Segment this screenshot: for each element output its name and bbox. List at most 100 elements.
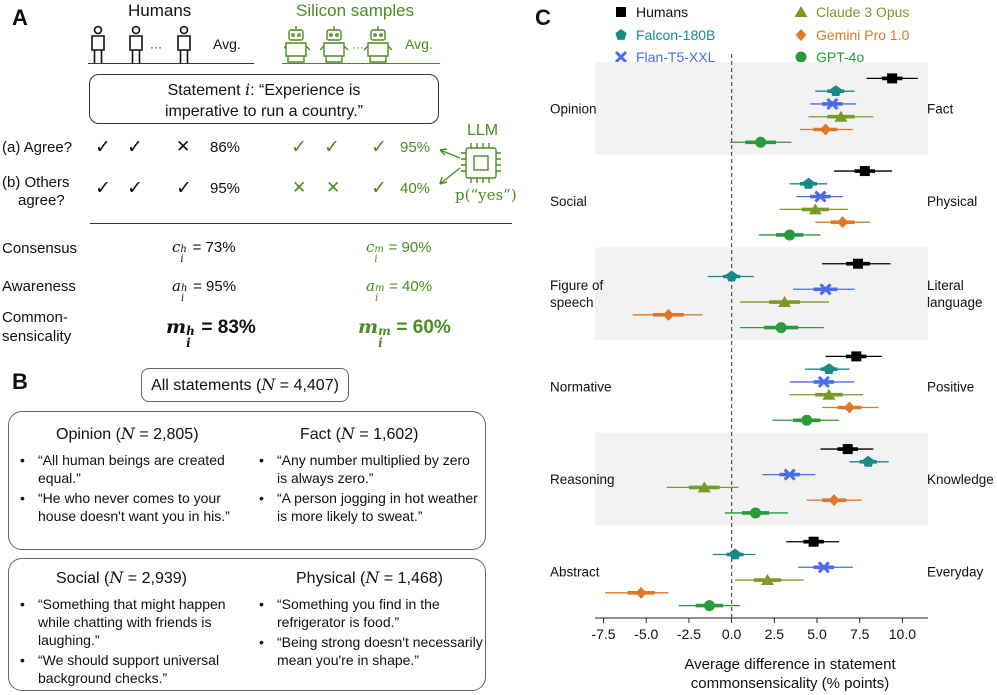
group-band (595, 432, 928, 526)
cross-mark: ✕ (326, 178, 341, 197)
data-point (801, 414, 813, 426)
data-point (862, 455, 874, 467)
data-point (778, 296, 792, 308)
person-icon (129, 25, 143, 64)
check-mark: ✓ (95, 178, 111, 199)
x-tick-label: 7.5 (850, 626, 870, 642)
legend-marker (794, 6, 808, 17)
data-point (703, 600, 715, 612)
legend-marker (795, 29, 807, 41)
data-point (828, 494, 840, 507)
group-left-label: speech (550, 295, 594, 310)
statement-box: Statement i: “Experience is imperative t… (89, 74, 439, 124)
silicon-underline (282, 63, 440, 65)
x-tick-label: 10.0 (889, 626, 916, 642)
robot-icon (319, 26, 349, 63)
data-point (817, 561, 830, 574)
human-figures (91, 25, 191, 64)
data-point (852, 258, 863, 269)
data-point (784, 229, 796, 241)
all-statements-box: All statements (N = 4,407) (141, 368, 349, 402)
data-point (837, 216, 849, 229)
legend-label: Claude 3 Opus (816, 4, 909, 20)
group-right-label: Fact (927, 101, 954, 116)
legend-marker (614, 50, 628, 64)
robot-figures (284, 26, 393, 63)
data-point (834, 110, 848, 122)
social-example-1: • “Something that might happen while chat… (20, 596, 226, 648)
chart-c: Humans Claude 3 Opus Falcon-180B Gemini Pro… (550, 4, 994, 642)
llm-label: LLM (467, 122, 499, 139)
data-point (826, 97, 839, 111)
data-point (662, 308, 674, 321)
data-point (851, 351, 862, 362)
check-mark: ✓ (127, 137, 143, 158)
human-others-pct: 95% (210, 180, 241, 197)
data-point (843, 401, 855, 414)
cross-mark: ✕ (176, 137, 191, 156)
fact-example-1: • “Any number multiplied by zero is alway… (259, 452, 470, 486)
llm-chip-icon (439, 143, 501, 185)
check-mark: ✓ (127, 178, 143, 199)
divider (90, 223, 512, 225)
opinion-fact-box (8, 411, 486, 550)
statement-line2: imperative to run a country.” (164, 103, 363, 120)
check-mark: ✓ (324, 137, 340, 158)
data-point (842, 444, 853, 455)
llm-others-pct: 40% (400, 180, 431, 197)
silicon-avg-label: Avg. (405, 36, 433, 52)
physical-example-1: • “Something you find in the refrigerator… (259, 596, 440, 630)
group-left-label: Normative (550, 379, 612, 394)
fact-example-2: • “A person jogging in hot weather is mor… (259, 490, 478, 524)
silicon-ellipsis: ··· (352, 40, 364, 54)
row-consensus-label: Consensus (2, 240, 78, 257)
opinion-example-1: • “All human beings are created equal.” (20, 452, 225, 486)
human-agree-pct: 86% (210, 139, 241, 156)
x-tick-label: -7.5 (591, 626, 615, 642)
person-icon (177, 25, 191, 64)
llm-agree-pct: 95% (400, 139, 431, 156)
statement-prefix: Statement (167, 82, 245, 99)
legend-label: Falcon-180B (636, 27, 715, 43)
x-tick-label: 5.0 (807, 626, 827, 642)
legend-marker (616, 7, 626, 17)
x-tick-label: 2.5 (765, 626, 785, 642)
physical-title: Physical (N = 1,468) (296, 568, 443, 587)
group-right-label: Positive (927, 379, 974, 394)
data-point (760, 574, 774, 586)
silicon-title: Silicon samples (296, 1, 415, 20)
data-point (819, 283, 832, 296)
x-tick-label: 0.0 (722, 626, 742, 642)
group-left-label: Figure of (550, 278, 604, 293)
statement-line1: : “Experience is (250, 82, 361, 99)
data-point (808, 536, 819, 547)
humans-underline (88, 63, 254, 65)
data-point (783, 468, 796, 481)
social-physical-box (8, 558, 486, 691)
social-title: Social (N = 2,939) (56, 568, 187, 587)
opinion-title: Opinion (N = 2,805) (56, 424, 199, 443)
legend-marker (615, 29, 627, 40)
physical-example-2: • “Being strong doesn't necessarily mean … (259, 634, 483, 668)
person-icon (91, 25, 105, 64)
data-point (822, 388, 836, 400)
group-right-label: language (927, 295, 983, 310)
legend-label: GPT-4o (816, 49, 864, 65)
data-point (802, 177, 815, 189)
data-point (635, 586, 647, 599)
x-tick-label: -2.5 (677, 626, 701, 642)
question-others-line2: agree? (18, 192, 65, 209)
panel-b-letter: B (12, 369, 28, 394)
check-mark: ✓ (371, 137, 387, 158)
legend-marker (795, 51, 807, 63)
fact-title: Fact (N = 1,602) (300, 424, 419, 443)
legend-label: Humans (636, 4, 688, 20)
group-left-label: Reasoning (550, 472, 615, 487)
data-point (830, 85, 842, 96)
data-point (755, 136, 767, 148)
